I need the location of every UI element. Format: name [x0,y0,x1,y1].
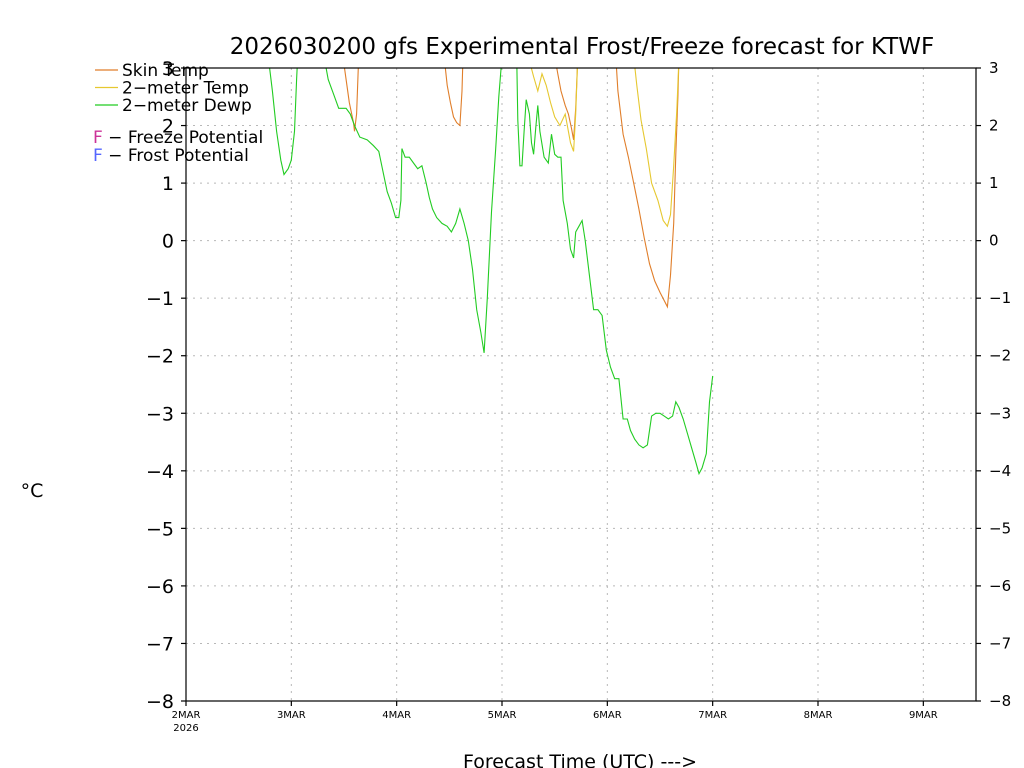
y-tick-label-right: −3 [989,404,1011,422]
series-line-2-meter-dewp [516,68,714,476]
series-line-skin-temp [556,68,578,140]
x-tick-label: 2MAR [172,710,201,721]
y-axis-label: °C [21,480,44,502]
legend-entry: 2−meter Dewp [122,96,252,116]
y-tick-label-left: 0 [162,231,174,253]
y-tick-label-right: 3 [989,59,999,77]
series-line-2-meter-temp [634,68,680,228]
series-line-skin-temp [615,68,680,309]
legend-note-letter: F [93,128,103,148]
legend-note-letter: F [93,146,103,166]
y-tick-label-left: 1 [162,173,174,195]
x-axis: 2MAR 2026 3MAR 4MAR 5MAR 6MAR 7MAR 8MAR 9MAR [172,701,938,734]
x-tick-sublabel: 2026 [173,723,198,734]
x-tick-label: 3MAR [277,710,306,721]
y-tick-label-left: 2 [162,116,174,138]
y-tick-label-left: −1 [146,288,174,310]
y-tick-label-left: −7 [146,633,174,655]
chart-title: 2026030200 gfs Experimental Frost/Freeze… [230,34,935,60]
y-tick-label-left: 3 [162,58,174,80]
y-tick-label-left: −6 [146,576,174,598]
legend-entry: 2−meter Temp [122,79,249,99]
y-tick-label-right: −2 [989,347,1011,365]
y-tick-label-right: 0 [989,232,999,250]
series-line-skin-temp [444,68,464,127]
y-tick-label-right: −5 [989,519,1011,537]
y-axis-left: 3 2 1 0 −1 −2 −3 −4 −5 −6 −7 −8 [146,58,186,713]
y-tick-label-right: −6 [989,577,1011,595]
y-tick-label-left: −8 [146,691,174,713]
y-tick-label-right: −7 [989,634,1011,652]
series-line-2-meter-dewp [325,68,502,353]
y-tick-label-left: −4 [146,461,174,483]
y-tick-label-right: 1 [989,174,999,192]
y-tick-label-right: 2 [989,117,999,135]
x-tick-label: 6MAR [593,710,622,721]
gridlines [186,68,976,701]
y-tick-label-right: −8 [989,692,1011,710]
y-axis-right: 3 2 1 0 −1 −2 −3 −4 −5 −6 −7 −8 [976,59,1011,710]
y-tick-label-left: −3 [146,403,174,425]
x-tick-label: 9MAR [909,710,938,721]
legend-note: F − Freeze Potential [93,128,263,148]
x-axis-label: Forecast Time (UTC) ---> [463,751,697,768]
legend-note: F − Frost Potential [93,146,249,166]
legend-entry: Skin Temp [122,61,209,81]
y-tick-label-left: −5 [146,518,174,540]
series-line-2-meter-temp [530,68,578,152]
x-tick-label: 5MAR [488,710,517,721]
legend-note-text: − Frost Potential [103,146,249,166]
y-tick-label-right: −4 [989,462,1011,480]
x-tick-label: 7MAR [698,710,727,721]
x-tick-label: 8MAR [804,710,833,721]
x-tick-label: 4MAR [382,710,411,721]
plot-frame [185,67,977,702]
series-lines [269,68,714,476]
legend-note-text: − Freeze Potential [103,128,263,148]
series-line-2-meter-dewp [269,68,298,176]
y-tick-label-left: −2 [146,346,174,368]
y-tick-label-right: −1 [989,289,1011,307]
